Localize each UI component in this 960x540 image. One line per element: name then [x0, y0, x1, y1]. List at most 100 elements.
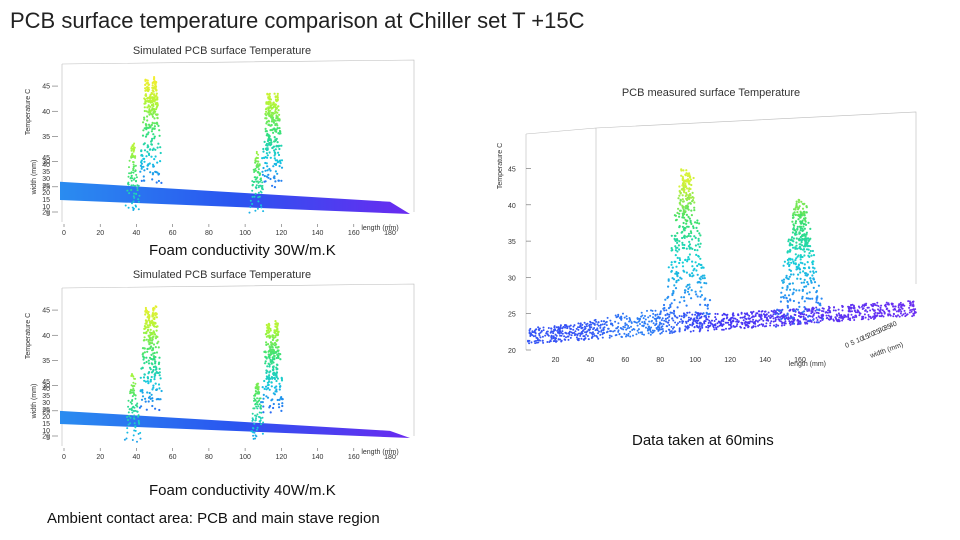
- front-point: [130, 189, 133, 191]
- peak-point: [280, 398, 284, 401]
- peak-point: [273, 177, 276, 180]
- front-point: [260, 407, 262, 410]
- peak-point: [264, 333, 267, 336]
- peak-point: [796, 228, 799, 231]
- floor-point: [556, 329, 559, 332]
- peak-point: [159, 377, 162, 380]
- peak-point: [153, 93, 156, 97]
- peak-point: [281, 404, 284, 408]
- floor-point: [887, 314, 890, 317]
- peak-point: [678, 201, 681, 204]
- peak-point: [687, 208, 690, 211]
- w-tick-label: 15: [42, 421, 50, 428]
- floor-point: [733, 325, 736, 328]
- peak-point: [699, 295, 702, 298]
- floor-point: [641, 331, 643, 334]
- peak-point: [796, 247, 799, 250]
- peak-point: [676, 306, 679, 309]
- floor-point: [657, 316, 660, 319]
- peak-point: [681, 184, 684, 187]
- peak-point: [267, 173, 270, 176]
- peak-point: [150, 139, 153, 142]
- front-point: [254, 419, 257, 421]
- x-tick-label: 120: [724, 357, 736, 364]
- front-point: [253, 422, 256, 425]
- peak-point: [798, 239, 801, 242]
- floor-point: [870, 317, 873, 320]
- floor-point: [612, 330, 615, 333]
- floor-point: [801, 313, 804, 316]
- floor-point: [855, 315, 858, 318]
- peak-point: [795, 241, 798, 244]
- floor-point: [877, 308, 879, 311]
- peak-point: [795, 268, 798, 271]
- floor-point: [589, 328, 591, 331]
- peak-point: [154, 365, 157, 368]
- floor-point: [863, 304, 866, 307]
- floor-point: [767, 319, 770, 322]
- floor-point: [880, 304, 883, 307]
- peak-point: [803, 267, 806, 270]
- floor-point: [799, 312, 802, 314]
- floor-point: [870, 303, 873, 306]
- peak-point: [158, 398, 161, 401]
- floor-point: [864, 316, 867, 319]
- x-tick-label: 80: [205, 230, 213, 237]
- peak-point: [267, 343, 270, 346]
- z-tick-label: 30: [42, 383, 50, 390]
- floor-point: [765, 313, 768, 316]
- floor-point: [666, 313, 669, 316]
- front-point: [254, 402, 257, 405]
- peak-point: [687, 256, 690, 259]
- w-tick-label: 25: [872, 328, 882, 337]
- peak-point: [142, 376, 146, 379]
- front-point: [132, 195, 135, 198]
- peak-point: [151, 404, 154, 408]
- peak-point: [688, 273, 691, 276]
- peak-point: [682, 221, 685, 225]
- floor-point: [893, 313, 895, 316]
- peak-point: [271, 346, 274, 349]
- floor-point: [714, 324, 717, 327]
- floor-point: [535, 339, 537, 342]
- front-point: [130, 391, 133, 394]
- floor-point: [643, 333, 645, 336]
- front-point: [261, 184, 264, 187]
- floor-point: [675, 323, 678, 326]
- peak-point: [787, 238, 790, 241]
- floor-point: [557, 331, 559, 334]
- floor-point: [913, 310, 916, 313]
- peak-point: [691, 260, 694, 263]
- peak-point: [264, 385, 268, 388]
- floor-point: [815, 316, 818, 319]
- floor-point: [867, 306, 870, 309]
- peak-point: [143, 336, 146, 339]
- floor-point: [630, 322, 633, 324]
- peak-point: [691, 238, 694, 241]
- peak-point: [158, 408, 161, 412]
- floor-point: [829, 315, 832, 318]
- peak-point: [148, 109, 151, 112]
- peak-point: [140, 165, 143, 168]
- peak-point: [160, 181, 163, 184]
- x-tick-label: 60: [169, 230, 177, 237]
- front-point: [133, 192, 136, 195]
- peak-point: [278, 147, 281, 151]
- floor-point: [701, 323, 704, 326]
- floor-point: [724, 321, 727, 324]
- floor-point: [555, 334, 558, 337]
- peak-point: [703, 281, 706, 285]
- peak-point: [687, 190, 690, 193]
- peak-point: [144, 98, 147, 101]
- floor-point: [769, 324, 772, 327]
- peak-point: [788, 282, 791, 286]
- floor-point: [853, 307, 856, 309]
- peak-point: [261, 173, 264, 176]
- floor-point: [687, 320, 690, 323]
- floor-point: [857, 305, 860, 308]
- peak-point: [786, 258, 789, 262]
- peak-point: [689, 219, 692, 222]
- peak-point: [682, 169, 685, 172]
- front-point: [251, 189, 254, 192]
- peak-point: [802, 248, 805, 251]
